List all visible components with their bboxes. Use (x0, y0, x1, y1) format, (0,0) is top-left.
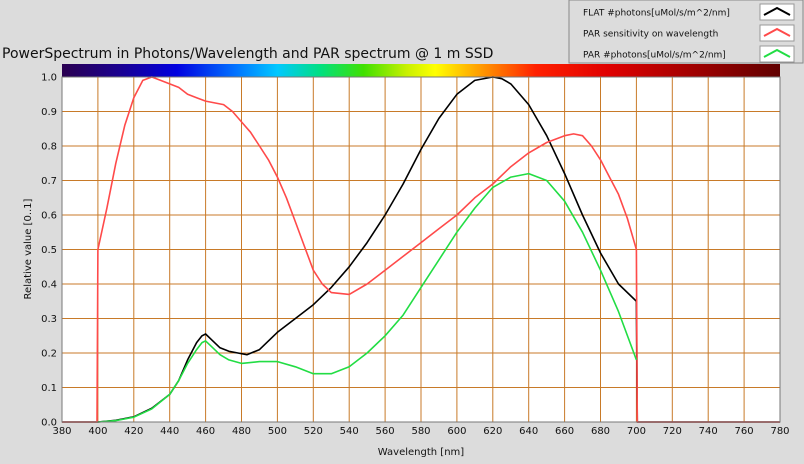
legend-swatch-box (759, 24, 795, 42)
x-tick-label: 500 (268, 426, 287, 437)
plot-frame (61, 76, 781, 423)
x-tick-label: 580 (411, 426, 430, 437)
y-tick-label: 0.0 (41, 418, 57, 429)
legend-swatch-line (763, 48, 791, 58)
x-tick-label: 420 (124, 426, 143, 437)
x-tick-label: 640 (519, 426, 538, 437)
x-tick-label: 600 (447, 426, 466, 437)
y-tick-label: 0.9 (41, 107, 57, 118)
y-tick-label: 0.1 (41, 383, 57, 394)
y-tick-label: 0.8 (41, 142, 57, 153)
x-tick-label: 780 (770, 426, 789, 437)
x-tick-label: 760 (735, 426, 754, 437)
x-axis-ticks: 380 400 420 440 460 480 500 520 540 560 580 600 620 6… (52, 426, 789, 437)
y-tick-label: 0.5 (41, 245, 57, 256)
legend-swatch-box (759, 3, 795, 21)
x-axis-label: Wavelength [nm] (378, 447, 464, 458)
x-tick-label: 660 (555, 426, 574, 437)
series-layer (62, 76, 780, 423)
legend-entry-label: PAR sensitivity on wavelength (583, 30, 718, 40)
x-tick-label: 440 (160, 426, 179, 437)
chart-title: PowerSpectrum in Photons/Wavelength and … (2, 46, 493, 62)
x-tick-label: 620 (483, 426, 502, 437)
legend-entry-label: FLAT #photons[uMol/s/m^2/nm] (583, 9, 730, 19)
y-tick-label: 0.3 (41, 314, 57, 325)
x-tick-label: 520 (304, 426, 323, 437)
legend-swatch-line (763, 6, 791, 16)
x-tick-label: 460 (196, 426, 215, 437)
x-tick-label: 540 (340, 426, 359, 437)
legend-entry-label: PAR #photons[uMol/s/m^2/nm] (583, 51, 726, 61)
grid (61, 76, 781, 423)
y-axis-ticks: 0.0 0.1 0.2 0.3 0.4 0.5 0.6 0.7 0.8 0.9 1.0 (41, 73, 57, 429)
legend-swatch-box (759, 45, 795, 63)
y-tick-label: 0.4 (41, 280, 57, 291)
y-axis-label: Relative value [0..1] (23, 198, 34, 299)
y-tick-label: 0.7 (41, 176, 57, 187)
series-line-2 (62, 76, 780, 423)
x-tick-label: 480 (232, 426, 251, 437)
x-tick-label: 380 (52, 426, 71, 437)
series-line-3 (97, 172, 638, 423)
x-tick-label: 720 (663, 426, 682, 437)
x-tick-label: 560 (376, 426, 395, 437)
y-tick-label: 0.2 (41, 349, 57, 360)
x-tick-label: 740 (699, 426, 718, 437)
x-tick-label: 700 (627, 426, 646, 437)
x-tick-label: 680 (591, 426, 610, 437)
legend: FLAT #photons[uMol/s/m^2/nm] PAR sensitiv… (568, 0, 804, 64)
y-tick-label: 0.6 (41, 211, 57, 222)
spectrum-color-bar (62, 64, 780, 77)
x-tick-label: 400 (88, 426, 107, 437)
legend-swatch-line (763, 27, 791, 37)
y-tick-label: 1.0 (41, 73, 57, 84)
